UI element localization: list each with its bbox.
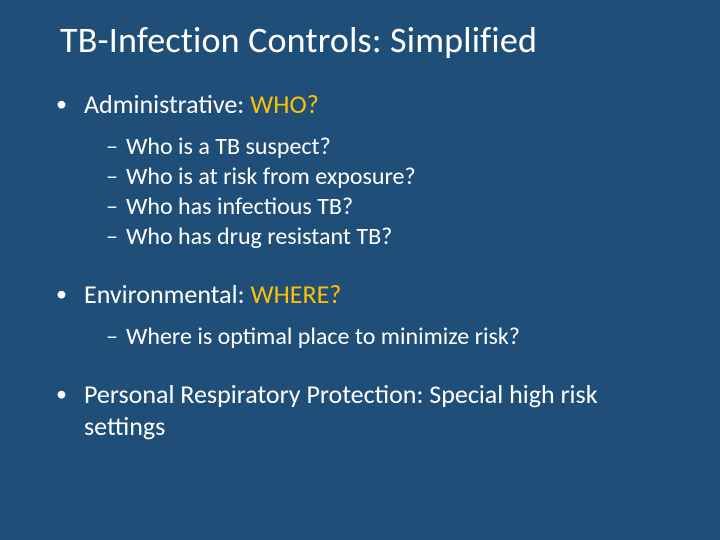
label-environmental: Environmental: (84, 278, 250, 310)
bullet-l1-text: Environmental: WHERE? (84, 278, 341, 310)
bullet-l1-icon: • (50, 378, 84, 410)
bullet-administrative: • Administrative: WHO? (50, 88, 670, 120)
sub-item: – Who has drug resistant TB? (106, 222, 670, 252)
accent-where: WHERE? (250, 278, 341, 310)
label-personal: Personal Respiratory Protection: Special… (84, 378, 598, 442)
dash-icon: – (106, 162, 126, 192)
sub-item: – Who is a TB suspect? (106, 132, 670, 162)
bullet-l1-text: Personal Respiratory Protection: Special… (84, 378, 664, 442)
dash-icon: – (106, 192, 126, 222)
dash-icon: – (106, 222, 126, 252)
dash-icon: – (106, 132, 126, 162)
sub-text: Who has drug resistant TB? (126, 222, 392, 252)
sub-text: Where is optimal place to minimize risk? (126, 322, 520, 352)
slide-title: TB-Infection Controls: Simplified (0, 0, 720, 62)
sub-item: – Who has infectious TB? (106, 192, 670, 222)
sub-item: – Where is optimal place to minimize ris… (106, 322, 670, 352)
bullet-l1-icon: • (50, 88, 84, 120)
bullet-l1-text: Administrative: WHO? (84, 88, 319, 120)
bullet-personal: • Personal Respiratory Protection: Speci… (50, 378, 670, 442)
bullet-l1-icon: • (50, 278, 84, 310)
label-administrative: Administrative: (84, 88, 250, 120)
slide: TB-Infection Controls: Simplified • Admi… (0, 0, 720, 540)
sub-item: – Who is at risk from exposure? (106, 162, 670, 192)
sub-text: Who has infectious TB? (126, 192, 353, 222)
bullet-environmental: • Environmental: WHERE? (50, 278, 670, 310)
accent-who: WHO? (250, 88, 319, 120)
dash-icon: – (106, 322, 126, 352)
sub-text: Who is a TB suspect? (126, 132, 331, 162)
sub-text: Who is at risk from exposure? (126, 162, 416, 192)
slide-content: • Administrative: WHO? – Who is a TB sus… (0, 62, 720, 442)
subgroup-administrative: – Who is a TB suspect? – Who is at risk … (50, 128, 670, 270)
subgroup-environmental: – Where is optimal place to minimize ris… (50, 318, 670, 370)
